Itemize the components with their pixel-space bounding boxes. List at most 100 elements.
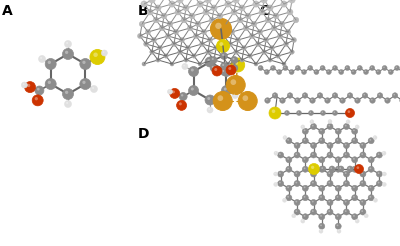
Circle shape [278, 71, 279, 72]
Circle shape [394, 94, 395, 95]
Circle shape [272, 66, 273, 68]
Circle shape [293, 39, 294, 40]
Circle shape [145, 29, 151, 35]
Circle shape [212, 58, 214, 60]
Circle shape [191, 68, 194, 72]
Circle shape [253, 1, 259, 7]
Circle shape [353, 196, 355, 198]
Circle shape [289, 70, 294, 75]
Circle shape [368, 138, 374, 144]
Circle shape [336, 129, 338, 131]
Circle shape [226, 2, 228, 4]
Circle shape [252, 22, 254, 24]
Circle shape [296, 201, 297, 202]
Circle shape [390, 71, 391, 72]
Circle shape [353, 168, 355, 169]
Circle shape [35, 86, 44, 95]
Circle shape [90, 86, 98, 92]
Circle shape [287, 9, 293, 15]
Circle shape [142, 62, 146, 66]
Circle shape [212, 66, 214, 68]
Circle shape [234, 94, 235, 95]
Circle shape [232, 66, 234, 68]
Circle shape [335, 195, 341, 201]
Circle shape [207, 59, 210, 62]
Circle shape [339, 70, 344, 75]
Circle shape [193, 55, 194, 56]
Circle shape [80, 59, 91, 70]
Circle shape [256, 42, 260, 46]
Circle shape [246, 14, 248, 16]
Circle shape [255, 63, 256, 64]
Circle shape [304, 196, 306, 198]
Circle shape [240, 58, 244, 62]
Circle shape [308, 65, 313, 71]
Circle shape [201, 29, 207, 35]
Circle shape [221, 55, 222, 56]
Circle shape [320, 158, 322, 160]
Circle shape [370, 158, 371, 160]
Circle shape [153, 39, 154, 40]
Circle shape [207, 97, 210, 100]
Circle shape [232, 10, 234, 12]
Circle shape [370, 98, 375, 103]
Circle shape [373, 136, 377, 140]
Text: B: B [138, 4, 149, 18]
Circle shape [174, 31, 176, 32]
Circle shape [208, 108, 210, 110]
Circle shape [302, 157, 308, 163]
Circle shape [360, 209, 366, 215]
Circle shape [377, 71, 378, 72]
Circle shape [220, 62, 228, 70]
Circle shape [286, 157, 292, 163]
Circle shape [386, 99, 388, 101]
Circle shape [286, 138, 292, 144]
Circle shape [344, 152, 350, 158]
Circle shape [319, 157, 325, 163]
Circle shape [365, 215, 366, 216]
Circle shape [269, 107, 281, 119]
Circle shape [336, 196, 338, 198]
Circle shape [371, 99, 373, 101]
Circle shape [353, 158, 355, 160]
Circle shape [289, 0, 295, 3]
Circle shape [268, 6, 270, 8]
Circle shape [230, 31, 232, 32]
Circle shape [242, 46, 246, 50]
Circle shape [274, 173, 276, 174]
Circle shape [294, 181, 300, 186]
Circle shape [92, 87, 94, 89]
Circle shape [208, 50, 210, 52]
Circle shape [149, 0, 155, 3]
Circle shape [195, 21, 201, 27]
Circle shape [295, 65, 300, 71]
Circle shape [319, 223, 325, 229]
Circle shape [138, 34, 140, 36]
Circle shape [205, 95, 215, 105]
Circle shape [320, 166, 326, 172]
Circle shape [329, 120, 330, 122]
Circle shape [296, 144, 297, 145]
Circle shape [210, 57, 217, 63]
Circle shape [232, 92, 238, 98]
Circle shape [327, 209, 333, 215]
Circle shape [192, 54, 196, 58]
Circle shape [146, 31, 148, 32]
Circle shape [317, 93, 323, 98]
Circle shape [308, 164, 320, 174]
Circle shape [272, 26, 274, 28]
Circle shape [310, 142, 316, 149]
Circle shape [355, 125, 359, 129]
Circle shape [278, 33, 282, 39]
Circle shape [144, 42, 148, 46]
Circle shape [294, 142, 300, 149]
Circle shape [199, 63, 200, 64]
Circle shape [374, 136, 375, 138]
Circle shape [288, 10, 290, 12]
Circle shape [212, 66, 222, 76]
Circle shape [298, 111, 299, 113]
Circle shape [278, 34, 280, 36]
Circle shape [159, 46, 160, 48]
Circle shape [283, 63, 284, 64]
Circle shape [209, 39, 210, 40]
